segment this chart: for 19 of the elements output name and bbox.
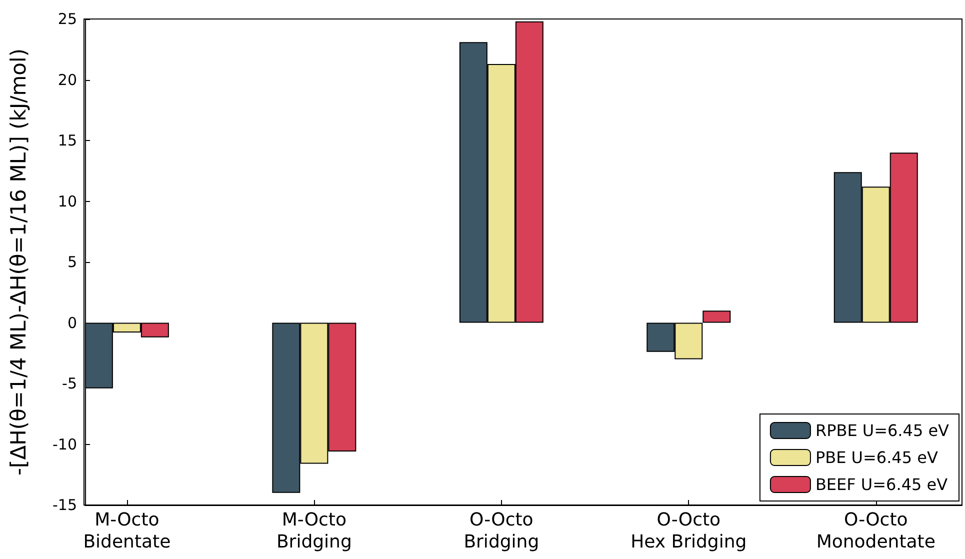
x-tick-label: O-Octo Monodentate <box>816 510 936 552</box>
y-tick-label: -10 <box>52 435 77 454</box>
y-axis-title: -[ΔH(θ=1/4 ML)-ΔH(θ=1/16 ML)] (kJ/mol) <box>6 48 30 476</box>
y-tick-label: 20 <box>58 70 77 89</box>
y-tick-label: 25 <box>58 10 77 28</box>
legend-label: RPBE U=6.45 eV <box>815 421 950 440</box>
x-tick-label: M-Octo Bidentate <box>83 510 171 552</box>
y-tick-label: 10 <box>58 192 77 210</box>
y-tick-label: 0 <box>67 314 77 332</box>
x-tick-label: O-Octo Bridging <box>464 510 540 552</box>
y-tick-label: -5 <box>62 374 77 392</box>
legend-label: PBE U=6.45 eV <box>815 448 938 467</box>
x-tick-label: O-Octo Hex Bridging <box>630 510 747 552</box>
legend-label: BEEF U=6.45 eV <box>815 475 948 494</box>
y-tick-label: 15 <box>58 132 77 150</box>
y-tick-label: 5 <box>67 253 77 271</box>
x-tick-label: M-Octo Bridging <box>276 510 352 552</box>
y-tick-label: -15 <box>52 496 77 514</box>
bar <box>702 310 731 323</box>
